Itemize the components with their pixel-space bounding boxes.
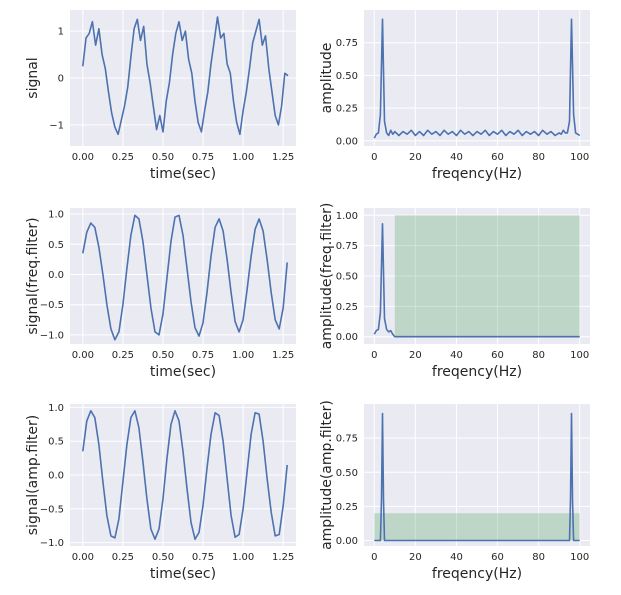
x-axis-label: freqency(Hz) [432, 166, 522, 182]
x-axis-label: freqency(Hz) [432, 566, 522, 582]
y-tick-label: 1.0 [48, 403, 64, 414]
x-tick-label: 0 [371, 152, 377, 163]
x-tick-label: 0.50 [152, 552, 174, 563]
y-tick-label: 0.75 [336, 434, 358, 445]
subplot-freq-amp-filter: 0 20 40 60 80 100 0.00 0.25 0.50 0.75 freqency(Hz)… [319, 400, 590, 582]
y-tick-label: 0.25 [336, 302, 358, 313]
y-axis-label: amplitude(freq.filter) [319, 203, 335, 350]
y-axis-label: signal(amp.filter) [25, 415, 41, 535]
y-tick-label: 0.50 [336, 272, 358, 283]
y-tick-label: 0.25 [336, 104, 358, 115]
x-tick-label: 0.75 [192, 552, 214, 563]
series-line [82, 410, 288, 540]
x-tick-label: 100 [570, 152, 589, 163]
y-tick-label: 0.50 [336, 468, 358, 479]
x-tick-label: 60 [491, 552, 504, 563]
y-tick-label: 0.0 [48, 270, 64, 281]
y-tick-label: −1.0 [40, 330, 64, 341]
x-tick-label: 80 [532, 152, 545, 163]
x-tick-label: 80 [532, 350, 545, 361]
x-tick-label: 100 [570, 350, 589, 361]
y-tick-label: 0.75 [336, 38, 358, 49]
series-line [82, 16, 289, 136]
y-tick-label: 0.5 [48, 240, 64, 251]
x-tick-label: 1.00 [232, 552, 254, 563]
y-tick-label: 0.75 [336, 241, 358, 252]
y-tick-label: −0.5 [40, 300, 64, 311]
x-tick-label: 40 [450, 350, 463, 361]
x-tick-label: 100 [570, 552, 589, 563]
plot-area [70, 208, 296, 344]
x-tick-label: 60 [491, 350, 504, 361]
series-line [82, 214, 288, 341]
subplot-time-raw: 0.00 0.25 0.50 0.75 1.00 1.25 1 0 −1 time(sec) sig… [25, 10, 296, 182]
y-tick-label: 0.25 [336, 502, 358, 513]
plot-area [364, 404, 590, 546]
x-tick-label: 20 [409, 152, 422, 163]
x-tick-label: 20 [409, 350, 422, 361]
series-line [374, 412, 580, 542]
plot-area [364, 10, 590, 146]
subplot-time-freq-filter: 0.00 0.25 0.50 0.75 1.00 1.25 1.0 0.5 0.0 −0.5 −1.… [25, 208, 296, 380]
filter-band [374, 513, 580, 541]
x-tick-label: 0 [371, 552, 377, 563]
x-tick-label: 1.25 [272, 350, 294, 361]
x-tick-label: 0 [371, 350, 377, 361]
x-tick-label: 0.00 [72, 350, 94, 361]
y-tick-label: 0.00 [336, 536, 358, 547]
x-tick-label: 0.25 [112, 152, 134, 163]
x-axis-label: time(sec) [150, 566, 216, 582]
x-tick-label: 1.25 [272, 552, 294, 563]
y-tick-label: 1.00 [336, 211, 358, 222]
y-tick-label: 0.50 [336, 71, 358, 82]
y-tick-label: −1.0 [40, 538, 64, 549]
x-tick-label: 1.00 [232, 350, 254, 361]
x-tick-label: 0.25 [112, 552, 134, 563]
y-tick-label: 1 [58, 27, 64, 38]
x-tick-label: 0.00 [72, 552, 94, 563]
y-tick-label: 0.5 [48, 437, 64, 448]
subplot-freq-raw: 0 20 40 60 80 100 0.00 0.25 0.50 0.75 freqency(Hz)… [319, 10, 590, 182]
y-tick-label: 0 [58, 74, 64, 85]
subplot-time-amp-filter: 0.00 0.25 0.50 0.75 1.00 1.25 1.0 0.5 0.0 −0.5 −1.… [25, 403, 296, 582]
y-axis-label: amplitude [319, 43, 335, 114]
x-tick-label: 0.75 [192, 350, 214, 361]
y-tick-label: −0.5 [40, 504, 64, 515]
x-tick-label: 1.00 [232, 152, 254, 163]
y-tick-label: −1 [49, 120, 64, 131]
y-axis-label: amplitude(amp.filter) [319, 400, 335, 550]
series-line [373, 223, 580, 338]
x-tick-label: 60 [491, 152, 504, 163]
series-line [373, 18, 581, 139]
x-tick-label: 0.50 [152, 350, 174, 361]
x-tick-label: 0.50 [152, 152, 174, 163]
y-tick-label: 1.0 [48, 210, 64, 221]
x-tick-label: 0.25 [112, 350, 134, 361]
x-axis-label: time(sec) [150, 364, 216, 380]
x-tick-label: 40 [450, 552, 463, 563]
y-tick-label: 0.0 [48, 471, 64, 482]
x-tick-label: 80 [532, 552, 545, 563]
filter-band [394, 215, 580, 337]
x-tick-label: 0.00 [72, 152, 94, 163]
x-tick-label: 1.25 [272, 152, 294, 163]
y-tick-label: 0.00 [336, 136, 358, 147]
x-axis-label: freqency(Hz) [432, 364, 522, 380]
y-tick-label: 0.00 [336, 332, 358, 343]
subplot-freq-freq-filter: 0 20 40 60 80 100 0.00 0.25 0.50 0.75 1.00 freqency… [319, 203, 590, 380]
y-axis-label: signal(freq.filter) [25, 217, 41, 334]
x-axis-label: time(sec) [150, 166, 216, 182]
x-tick-label: 40 [450, 152, 463, 163]
x-tick-label: 0.75 [192, 152, 214, 163]
y-axis-label: signal [25, 57, 41, 98]
x-tick-label: 20 [409, 552, 422, 563]
